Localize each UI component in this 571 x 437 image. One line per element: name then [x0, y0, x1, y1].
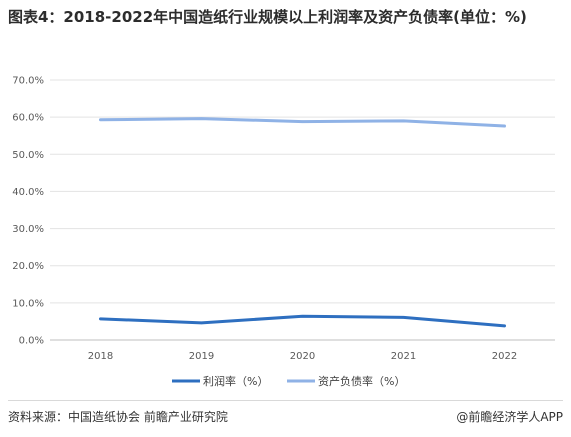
data-point — [200, 117, 203, 120]
y-tick-label: 60.0% — [12, 113, 44, 124]
x-tick-label: 2022 — [492, 351, 517, 362]
legend: 利润率（%） 资产负债率（%） — [172, 374, 405, 388]
x-axis-ticks: 2018 2019 2020 2021 2022 — [88, 351, 517, 362]
footer-divider — [8, 400, 563, 401]
data-point — [503, 324, 506, 328]
data-point — [200, 321, 203, 325]
series-line-0 — [99, 314, 506, 328]
series-lines — [99, 117, 506, 328]
y-tick-label: 50.0% — [12, 150, 44, 161]
data-point — [301, 315, 304, 318]
legend-label: 资产负债率（%） — [318, 374, 405, 388]
source-note: 资料来源：中国造纸协会 前瞻产业研究院 — [8, 410, 228, 424]
brand-label: @前瞻经济学人APP — [456, 410, 563, 424]
data-point — [402, 316, 405, 319]
x-tick-label: 2018 — [88, 351, 113, 362]
y-axis-ticks: 0.0% 10.0% 20.0% 30.0% 40.0% 50.0% 60.0% 70.0% — [12, 76, 44, 347]
x-tick-label: 2019 — [189, 351, 214, 362]
data-point — [301, 120, 304, 123]
y-tick-label: 10.0% — [12, 298, 44, 309]
y-tick-label: 20.0% — [12, 261, 44, 272]
line-chart: 0.0%10.0%20.0%30.0%40.0%50.0%60.0%70.0% … — [12, 76, 555, 388]
chart-title: 图表4：2018-2022年中国造纸行业规模以上利润率及资产负债率(单位：%) — [8, 8, 527, 26]
legend-label: 利润率（%） — [203, 374, 268, 388]
grid-lines — [50, 79, 555, 341]
data-point — [99, 317, 102, 321]
y-tick-label: 30.0% — [12, 224, 44, 235]
data-point — [402, 119, 405, 123]
data-point — [503, 124, 506, 128]
x-tick-label: 2020 — [290, 351, 315, 362]
y-tick-label: 40.0% — [12, 187, 44, 198]
y-tick-label: 70.0% — [12, 76, 44, 87]
x-tick-label: 2021 — [391, 351, 416, 362]
y-tick-label: 0.0% — [19, 336, 44, 347]
data-point — [99, 118, 102, 121]
